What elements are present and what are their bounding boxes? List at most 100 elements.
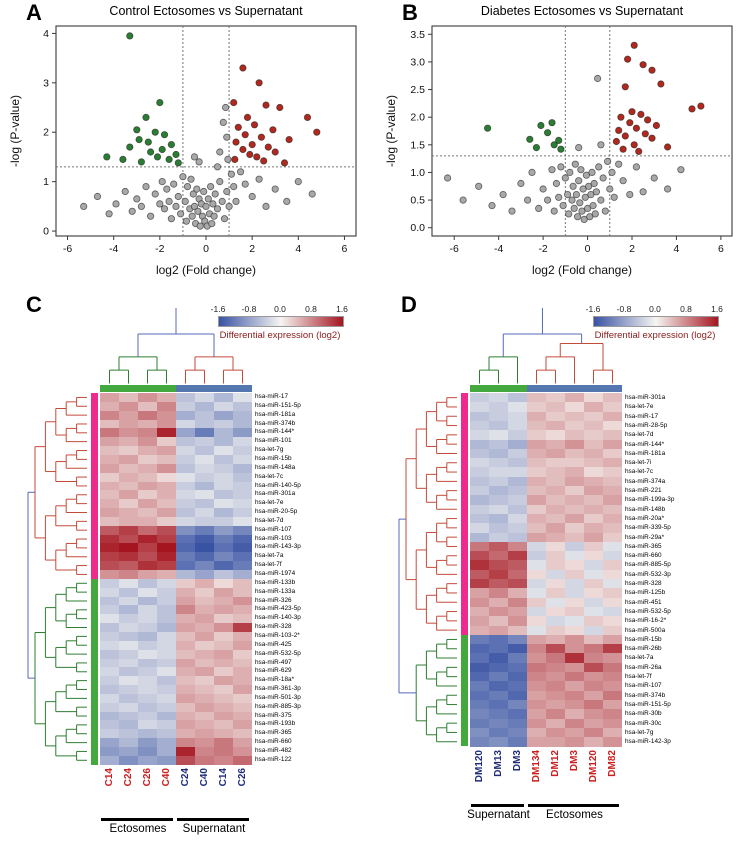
heatmap-cell xyxy=(119,393,138,403)
group-underline xyxy=(528,804,619,807)
heatmap-cell xyxy=(508,699,527,710)
row-label: hsa-miR-28-5p xyxy=(625,421,668,429)
heatmap-cell xyxy=(214,561,233,571)
y-tick-label: 1 xyxy=(43,176,49,188)
scatter-point-upregulated xyxy=(657,80,665,88)
scatter-point-not-significant xyxy=(195,158,203,166)
heatmap-cell xyxy=(489,430,508,440)
heatmap-cell xyxy=(119,561,138,571)
column-label: C40 xyxy=(195,768,214,816)
heatmap-cell xyxy=(138,702,157,713)
column-label-text: C14 xyxy=(104,768,115,787)
heatmap-cell xyxy=(565,504,584,515)
heatmap-cell xyxy=(508,588,527,599)
heatmap-cell xyxy=(584,486,603,496)
row-label: hsa-miR-151-5p xyxy=(625,700,671,708)
heatmap-cell xyxy=(233,667,252,677)
scatter-point-not-significant xyxy=(575,144,583,152)
scatter-point-upregulated xyxy=(637,110,645,119)
scatter-point-not-significant xyxy=(586,213,594,221)
heatmap-cell xyxy=(157,658,176,668)
heatmap-cell xyxy=(157,667,176,677)
heatmap-cell xyxy=(100,702,119,713)
scatter-point-upregulated xyxy=(697,102,705,110)
heatmap-cell xyxy=(176,472,195,482)
heatmap-cell xyxy=(584,662,603,673)
heatmap-cell xyxy=(214,685,233,695)
column-label: DM120 xyxy=(584,750,603,802)
x-tick-label: 2 xyxy=(249,243,255,255)
heatmap-cell xyxy=(157,499,176,509)
heatmap-cell xyxy=(176,693,195,704)
scatter-point-not-significant xyxy=(581,193,589,201)
row-label: hsa-miR-199a-3p xyxy=(625,496,675,504)
heatmap-cell xyxy=(584,597,603,608)
heatmap-cell xyxy=(100,755,119,766)
heatmap-cell xyxy=(195,516,214,527)
heatmap-cell xyxy=(214,401,233,412)
scatter-point-upregulated xyxy=(612,137,620,146)
row-label: hsa-miR-501-3p xyxy=(255,693,301,701)
heatmap-cell xyxy=(214,587,233,598)
heatmap-cell xyxy=(584,439,603,450)
heatmap-cell xyxy=(195,685,214,695)
column-label-text: DM120 xyxy=(474,750,485,783)
heatmap-cell xyxy=(470,718,489,729)
heatmap-cell xyxy=(214,729,233,739)
row-label: hsa-miR-16-2* xyxy=(625,617,667,625)
heatmap-cell xyxy=(233,720,252,730)
scatter-point-upregulated xyxy=(628,108,636,116)
heatmap-cell xyxy=(233,711,252,721)
row-label: hsa-let-7i xyxy=(625,459,652,467)
scatter-point-not-significant xyxy=(555,193,563,201)
plot-title-b: Diabetes Ectosomes vs Supernatant xyxy=(480,4,684,18)
heatmap-cell xyxy=(233,685,252,695)
heatmap-cell xyxy=(489,681,508,692)
heatmap-cell xyxy=(233,676,252,686)
scatter-point-not-significant xyxy=(599,174,607,182)
heatmap-cell xyxy=(565,653,584,664)
heatmap-cell xyxy=(157,552,176,562)
scatter-point-downregulated xyxy=(557,145,565,153)
heatmap-cell xyxy=(100,463,119,474)
heatmap-cell xyxy=(470,430,489,440)
heatmap-cell xyxy=(100,676,119,686)
heatmap-cell xyxy=(157,516,176,527)
scatter-point-not-significant xyxy=(566,168,574,176)
heatmap-cell xyxy=(138,463,157,474)
row-label: hsa-miR-103-2* xyxy=(255,631,300,639)
row-cluster-bar xyxy=(461,393,468,635)
scatter-point-downregulated xyxy=(142,113,150,122)
heatmap-cell xyxy=(489,709,508,719)
row-label: hsa-miR-301a xyxy=(625,394,666,401)
row-label: hsa-miR-133b xyxy=(255,578,296,586)
heatmap-cell xyxy=(603,727,622,738)
heatmap-cell xyxy=(157,472,176,482)
heatmap-cell xyxy=(214,516,233,527)
heatmap-cell xyxy=(214,481,233,491)
heatmap-cell xyxy=(119,631,138,642)
scatter-point-not-significant xyxy=(177,210,185,218)
heatmap-cell xyxy=(157,693,176,704)
heatmap-cell xyxy=(119,676,138,686)
heatmap-cell xyxy=(584,569,603,580)
row-label: hsa-miR-361-3p xyxy=(255,685,301,693)
row-label: hsa-miR-144* xyxy=(255,428,295,436)
row-label: hsa-miR-140-3p xyxy=(255,614,301,622)
heatmap-cell xyxy=(489,606,508,617)
row-label: hsa-miR-151-5p xyxy=(255,401,301,409)
heatmap-cell xyxy=(470,606,489,617)
scatter-point-downregulated xyxy=(158,145,166,154)
heatmap-cell xyxy=(138,401,157,412)
volcano-plot-diabetes: -6 -4 -2 0 2 4 6 0.0 0.5 1.0 1.5 2.0 2.5 3.0 3.5 log2 (… xyxy=(384,25,733,277)
heatmap-cell xyxy=(508,430,527,440)
heatmap-cell xyxy=(546,616,565,626)
heatmap-cell xyxy=(100,747,119,757)
column-label: C26 xyxy=(138,768,157,816)
scatter-point-upregulated xyxy=(234,123,242,131)
column-label: DM120 xyxy=(470,750,489,802)
heatmap-cell xyxy=(546,662,565,673)
panel-a: A Control Ectosomes vs Supernatant -6 -4-… xyxy=(0,0,375,288)
heatmap-cell xyxy=(508,662,527,673)
heatmap-cell xyxy=(138,649,157,659)
